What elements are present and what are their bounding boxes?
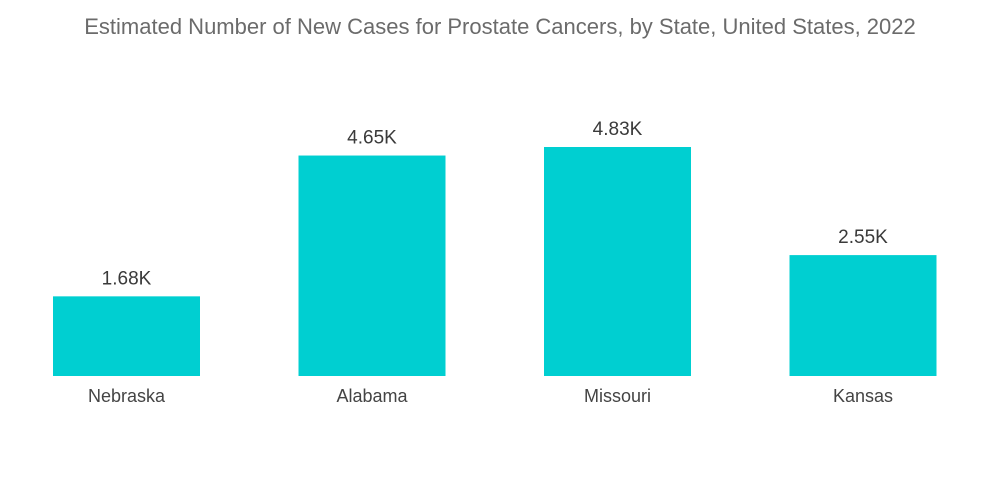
bar-nebraska: [53, 296, 200, 376]
bar-missouri: [544, 147, 691, 376]
category-label-kansas: Kansas: [833, 386, 893, 406]
data-label-missouri: 4.83K: [593, 119, 643, 140]
bar-kansas: [789, 255, 937, 376]
bar-alabama: [298, 155, 446, 376]
chart-title: Estimated Number of New Cases for Prosta…: [84, 14, 916, 39]
category-label-alabama: Alabama: [336, 386, 408, 406]
category-label-nebraska: Nebraska: [88, 386, 166, 406]
category-label-missouri: Missouri: [584, 386, 651, 406]
data-label-alabama: 4.65K: [347, 128, 397, 149]
data-label-nebraska: 1.68K: [102, 268, 152, 289]
data-label-kansas: 2.55K: [838, 227, 888, 248]
